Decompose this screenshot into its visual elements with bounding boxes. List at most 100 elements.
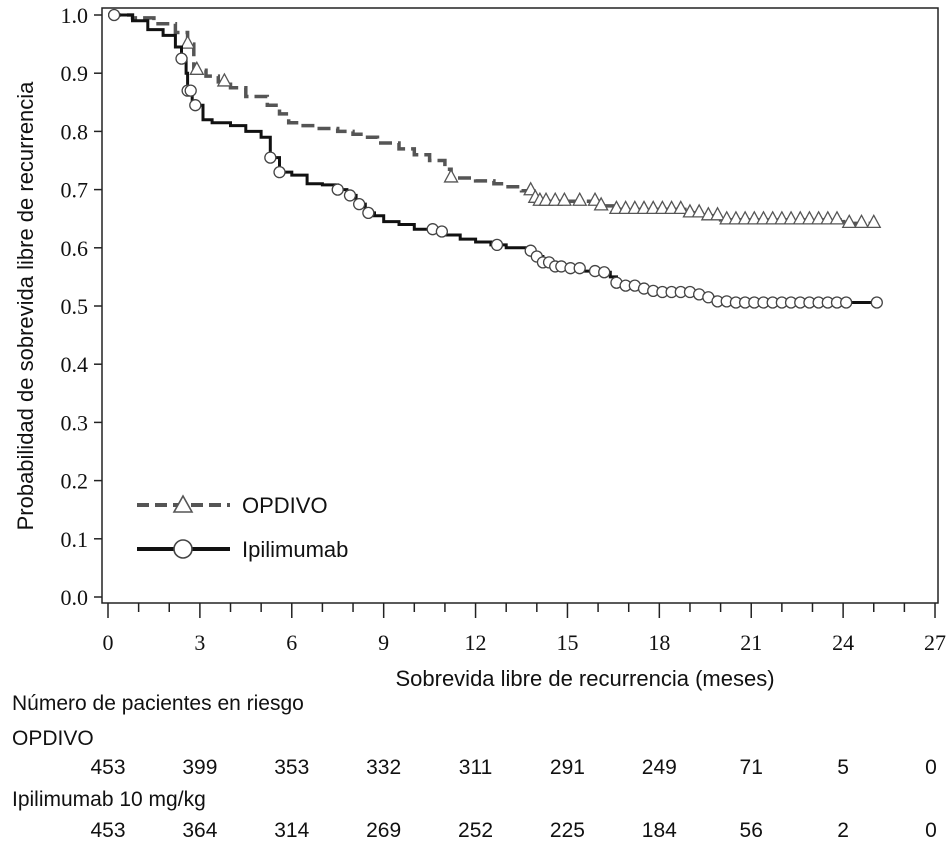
censor-marker-ipilimumab [435, 225, 449, 238]
legend-label-opdivo: OPDIVO [242, 493, 328, 518]
risk-count: 269 [366, 819, 402, 842]
censor-marker-ipilimumab [273, 165, 286, 179]
x-tick-label: 21 [740, 630, 762, 655]
censor-marker-ipilimumab [331, 183, 344, 196]
series-line-opdivo [108, 13, 874, 226]
risk-count: 453 [90, 756, 126, 779]
y-tick-label: 0.9 [61, 61, 89, 86]
censor-marker-opdivo [547, 191, 563, 206]
risk-count: 225 [549, 819, 585, 842]
censor-marker-opdivo [719, 210, 735, 225]
censor-marker-opdivo [746, 210, 762, 225]
risk-count: 56 [739, 819, 763, 842]
x-tick-label: 15 [556, 630, 578, 655]
risk-count: 0 [925, 819, 937, 842]
x-tick-label: 9 [378, 630, 389, 655]
censor-marker-ipilimumab [362, 206, 375, 220]
censor-marker-opdivo [627, 200, 643, 215]
risk-count: 71 [739, 756, 763, 779]
y-axis-title: Probabilidad de sobrevida libre de recur… [13, 81, 38, 531]
risk-count: 291 [549, 756, 585, 779]
y-tick-label: 0.2 [61, 469, 89, 494]
censor-marker-opdivo [682, 203, 698, 218]
censor-marker-ipilimumab [175, 52, 188, 65]
censor-marker-opdivo [728, 210, 744, 225]
risk-count: 353 [274, 756, 310, 779]
x-axis: 0 3 6 9 12 15 18 21 24 27 [103, 603, 946, 655]
y-tick-label: 0.5 [61, 294, 89, 319]
censor-marker-opdivo [636, 200, 652, 215]
y-tick-label: 0.4 [61, 352, 89, 377]
risk-count: 5 [837, 756, 849, 779]
censor-marker-ipilimumab [573, 262, 586, 275]
censor-marker-ipilimumab [598, 266, 611, 279]
x-tick-label: 6 [286, 630, 297, 655]
x-tick-label: 12 [465, 630, 487, 655]
censor-marker-opdivo [618, 200, 634, 215]
censor-marker-opdivo [774, 210, 790, 225]
risk-count: 2 [837, 819, 849, 842]
censor-marker-ipilimumab [353, 197, 366, 211]
censor-marker-opdivo [801, 210, 818, 225]
risk-count: 252 [458, 819, 494, 842]
censor-marker-opdivo [765, 210, 781, 225]
censor-marker-opdivo [792, 210, 808, 225]
risk-count: 249 [641, 756, 677, 779]
censor-marker-opdivo [820, 210, 836, 225]
censor-marker-opdivo [443, 168, 459, 183]
risk-count: 184 [641, 819, 677, 842]
x-axis-title: Sobrevida libre de recurrencia (meses) [395, 666, 774, 691]
censor-marker-opdivo [709, 206, 726, 221]
censor-marker-opdivo [180, 34, 196, 49]
x-tick-label: 24 [832, 630, 854, 655]
y-tick-label: 0.3 [61, 410, 89, 435]
y-tick-label: 0.7 [61, 178, 89, 203]
censor-marker-ipilimumab [343, 189, 357, 202]
censor-marker-opdivo [189, 60, 205, 75]
risk-count: 399 [182, 756, 218, 779]
censor-marker-opdivo [853, 213, 870, 229]
censor-marker-opdivo [700, 206, 716, 221]
censor-marker-ipilimumab [189, 99, 202, 112]
censor-marker-opdivo [216, 72, 232, 87]
legend: OPDIVO Ipilimumab [137, 493, 348, 562]
risk-count: 453 [90, 819, 126, 842]
censor-marker-ipilimumab [264, 151, 277, 164]
censor-marker-opdivo [841, 213, 857, 229]
y-tick-label: 1.0 [61, 3, 89, 28]
x-tick-label: 27 [924, 630, 946, 655]
censor-marker-opdivo [673, 200, 689, 215]
censor-marker-opdivo [829, 210, 845, 225]
censor-marker-opdivo [608, 200, 625, 215]
censor-marker-opdivo [737, 210, 753, 225]
risk-row-label-opdivo: OPDIVO [12, 727, 94, 750]
x-tick-label: 0 [103, 630, 114, 655]
censor-marker-opdivo [691, 203, 707, 218]
censor-marker-opdivo [593, 196, 609, 211]
censor-marker-ipilimumab [184, 84, 197, 97]
risk-count: 314 [274, 819, 310, 842]
risk-count: 0 [925, 756, 937, 779]
y-axis: 0.0 0.1 0.2 0.3 0.4 0.5 0.6 0.7 0.8 0.9 1.0 [61, 3, 102, 610]
risk-count: 332 [366, 756, 402, 779]
censor-marker-opdivo [664, 200, 680, 215]
censor-marker-opdivo [572, 191, 588, 206]
legend-marker-opdivo [172, 494, 194, 513]
risk-count: 364 [182, 819, 218, 842]
censor-marker-opdivo [538, 191, 554, 206]
x-tick-label: 3 [194, 630, 205, 655]
censor-marker-ipilimumab [107, 8, 121, 22]
censor-marker-opdivo [811, 210, 827, 225]
censor-marker-opdivo [645, 200, 661, 215]
censor-marker-opdivo [654, 200, 670, 215]
y-tick-label: 0.6 [61, 236, 89, 261]
y-tick-label: 0.1 [61, 527, 89, 552]
legend-marker-ipilimumab [173, 539, 193, 559]
legend-label-ipilimumab: Ipilimumab [242, 537, 348, 562]
censor-marker-ipilimumab [840, 296, 853, 309]
y-tick-label: 0.8 [61, 119, 89, 144]
censor-marker-opdivo [783, 210, 799, 225]
censor-marker-opdivo [556, 191, 572, 206]
x-tick-label: 18 [648, 630, 670, 655]
